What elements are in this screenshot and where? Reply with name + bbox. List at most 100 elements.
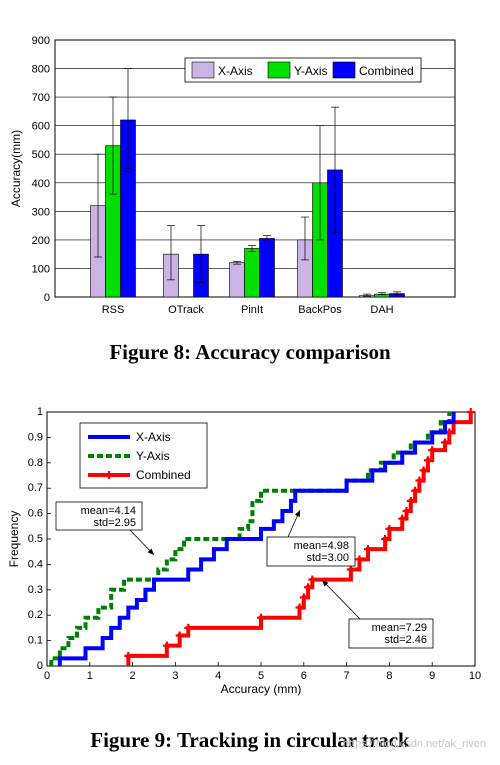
watermark: https://blog.csdn.net/ak_riven: [342, 738, 486, 750]
legend-label: Combined: [136, 468, 191, 482]
data-point: [415, 476, 424, 485]
x-tick-label: BackPos: [298, 304, 342, 316]
x-tick-label: 3: [172, 670, 178, 682]
x-tick-label: 7: [344, 670, 350, 682]
y-tick-label: 0.6: [28, 508, 43, 520]
figure8-caption: Figure 8: Accuracy comparison: [109, 340, 391, 364]
legend-swatch: [267, 61, 291, 79]
data-point: [419, 466, 428, 475]
y-tick-label: 200: [32, 235, 50, 247]
y-tick-label: 0.1: [28, 635, 43, 647]
legend-label: X-Axis: [136, 430, 171, 444]
data-point: [304, 583, 313, 592]
x-tick-label: DAH: [370, 304, 393, 316]
data-point: [308, 575, 317, 584]
data-point: [398, 514, 407, 523]
figure8-plot: 0 100 200 300 400 500 600 700 800 900 Accuracy(mm)…: [9, 35, 456, 316]
annotation-arrowhead: [294, 510, 300, 517]
annotation-label: std=2.46: [384, 634, 427, 646]
x-tick-label: PinIt: [241, 304, 263, 316]
x-tick-label: 8: [386, 670, 392, 682]
y-tick-label: 0.5: [28, 533, 43, 545]
y-tick-label: 600: [32, 121, 50, 133]
figure9-caption: Figure 9: Tracking in circular track: [90, 728, 410, 752]
x-tick-label: 5: [258, 670, 264, 682]
y-tick-label: 700: [32, 92, 50, 104]
data-point: [423, 456, 432, 465]
data-point: [346, 565, 355, 574]
annotation-arrowhead: [322, 580, 329, 587]
data-point: [385, 524, 394, 533]
y-tick-label: 500: [32, 149, 50, 161]
y-tick-label: 0.8: [28, 457, 43, 469]
legend-label: Y-Axis: [136, 449, 170, 463]
y-tick-label: 400: [32, 178, 50, 190]
data-point: [355, 555, 364, 564]
legend-box: [184, 57, 422, 83]
legend-label: Combined: [359, 64, 414, 78]
annotation-label: std=3.00: [306, 552, 349, 564]
annotation-box: [55, 501, 143, 531]
legend-marker: [105, 471, 113, 479]
x-tick-label: OTrack: [168, 304, 204, 316]
bar: [229, 262, 245, 298]
y-tick-label: 0.7: [28, 482, 43, 494]
data-point: [428, 446, 437, 455]
data-point: [364, 545, 372, 554]
y-tick-label: 300: [32, 206, 50, 218]
y-tick-label: 1: [37, 406, 43, 418]
legend-swatch: [332, 61, 356, 79]
x-tick-label: 2: [130, 670, 136, 682]
y-axis-label: Accuracy(mm): [9, 130, 23, 207]
data-point: [406, 496, 415, 505]
data-point: [411, 486, 420, 495]
bar: [259, 238, 275, 298]
x-tick-label: 9: [429, 670, 435, 682]
annotation-label: mean=4.14: [81, 505, 136, 517]
legend-label: Y-Axis: [294, 64, 328, 78]
legend-swatch: [191, 61, 215, 79]
y-tick-label: 0.4: [28, 558, 43, 570]
y-tick-label: 0.9: [28, 431, 43, 443]
y-axis-label: Frequency: [7, 511, 21, 568]
y-tick-label: 0: [37, 660, 43, 672]
data-point: [441, 438, 450, 447]
x-tick-label: 4: [215, 670, 221, 682]
figure9-plot: 0 1 2 3 4 5 6 7 8 9 10 0 0.1 0.2 0.3 0.4 0.5 0.6 0.7 0.8 0.9…: [7, 406, 481, 696]
y-tick-label: 0: [44, 292, 50, 304]
y-tick-label: 800: [32, 64, 50, 76]
y-tick-label: 0.3: [28, 584, 43, 596]
data-point: [295, 603, 304, 612]
data-point: [175, 631, 184, 640]
y-tick-label: 0.2: [28, 609, 43, 621]
x-tick-label: 1: [87, 670, 93, 682]
x-tick-label: 10: [469, 670, 481, 682]
data-point: [299, 593, 308, 602]
annotation-box: [266, 536, 356, 567]
figure8-legend: X-Axis Y-Axis Combined: [184, 57, 422, 83]
bar: [244, 248, 260, 298]
annotation-arrowhead: [147, 548, 154, 555]
y-tick-label: 900: [32, 35, 50, 47]
x-axis-label: Accuracy (mm): [221, 682, 302, 696]
y-tick-label: 100: [32, 263, 50, 275]
data-point: [466, 408, 475, 416]
figure9-legend: X-Axis Y-Axis Combined: [79, 422, 208, 489]
data-point: [162, 641, 171, 650]
data-point: [257, 613, 265, 622]
annotation-label: mean=4.98: [294, 540, 349, 552]
annotation-label: std=2.95: [93, 517, 136, 529]
x-tick-label: RSS: [102, 304, 125, 316]
annotation-arrow: [321, 579, 361, 620]
annotation-label: mean=7.29: [372, 622, 427, 634]
x-tick-label: 6: [301, 670, 307, 682]
data-point: [402, 507, 411, 516]
data-point: [184, 623, 193, 632]
data-point: [381, 535, 390, 543]
x-tick-label: 0: [44, 670, 50, 682]
annotation-box: [348, 618, 434, 649]
